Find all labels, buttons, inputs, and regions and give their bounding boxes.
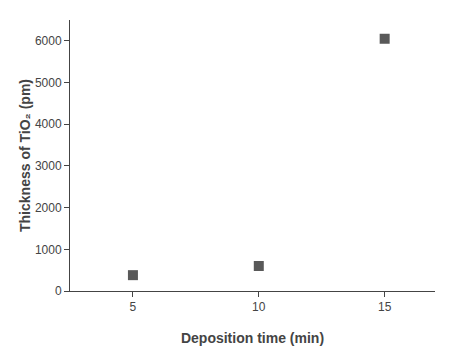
svg-text:1000: 1000	[35, 243, 62, 257]
svg-text:10: 10	[252, 300, 266, 314]
svg-text:15: 15	[378, 300, 392, 314]
svg-text:5000: 5000	[35, 76, 62, 90]
svg-text:2000: 2000	[35, 201, 62, 215]
svg-text:5: 5	[130, 300, 137, 314]
svg-text:Thickness of TiO₂ (pm): Thickness of TiO₂ (pm)	[17, 79, 33, 232]
svg-text:0: 0	[55, 284, 62, 298]
svg-text:4000: 4000	[35, 117, 62, 131]
svg-text:6000: 6000	[35, 34, 62, 48]
svg-text:3000: 3000	[35, 159, 62, 173]
svg-text:Deposition time (min): Deposition time (min)	[181, 330, 324, 346]
